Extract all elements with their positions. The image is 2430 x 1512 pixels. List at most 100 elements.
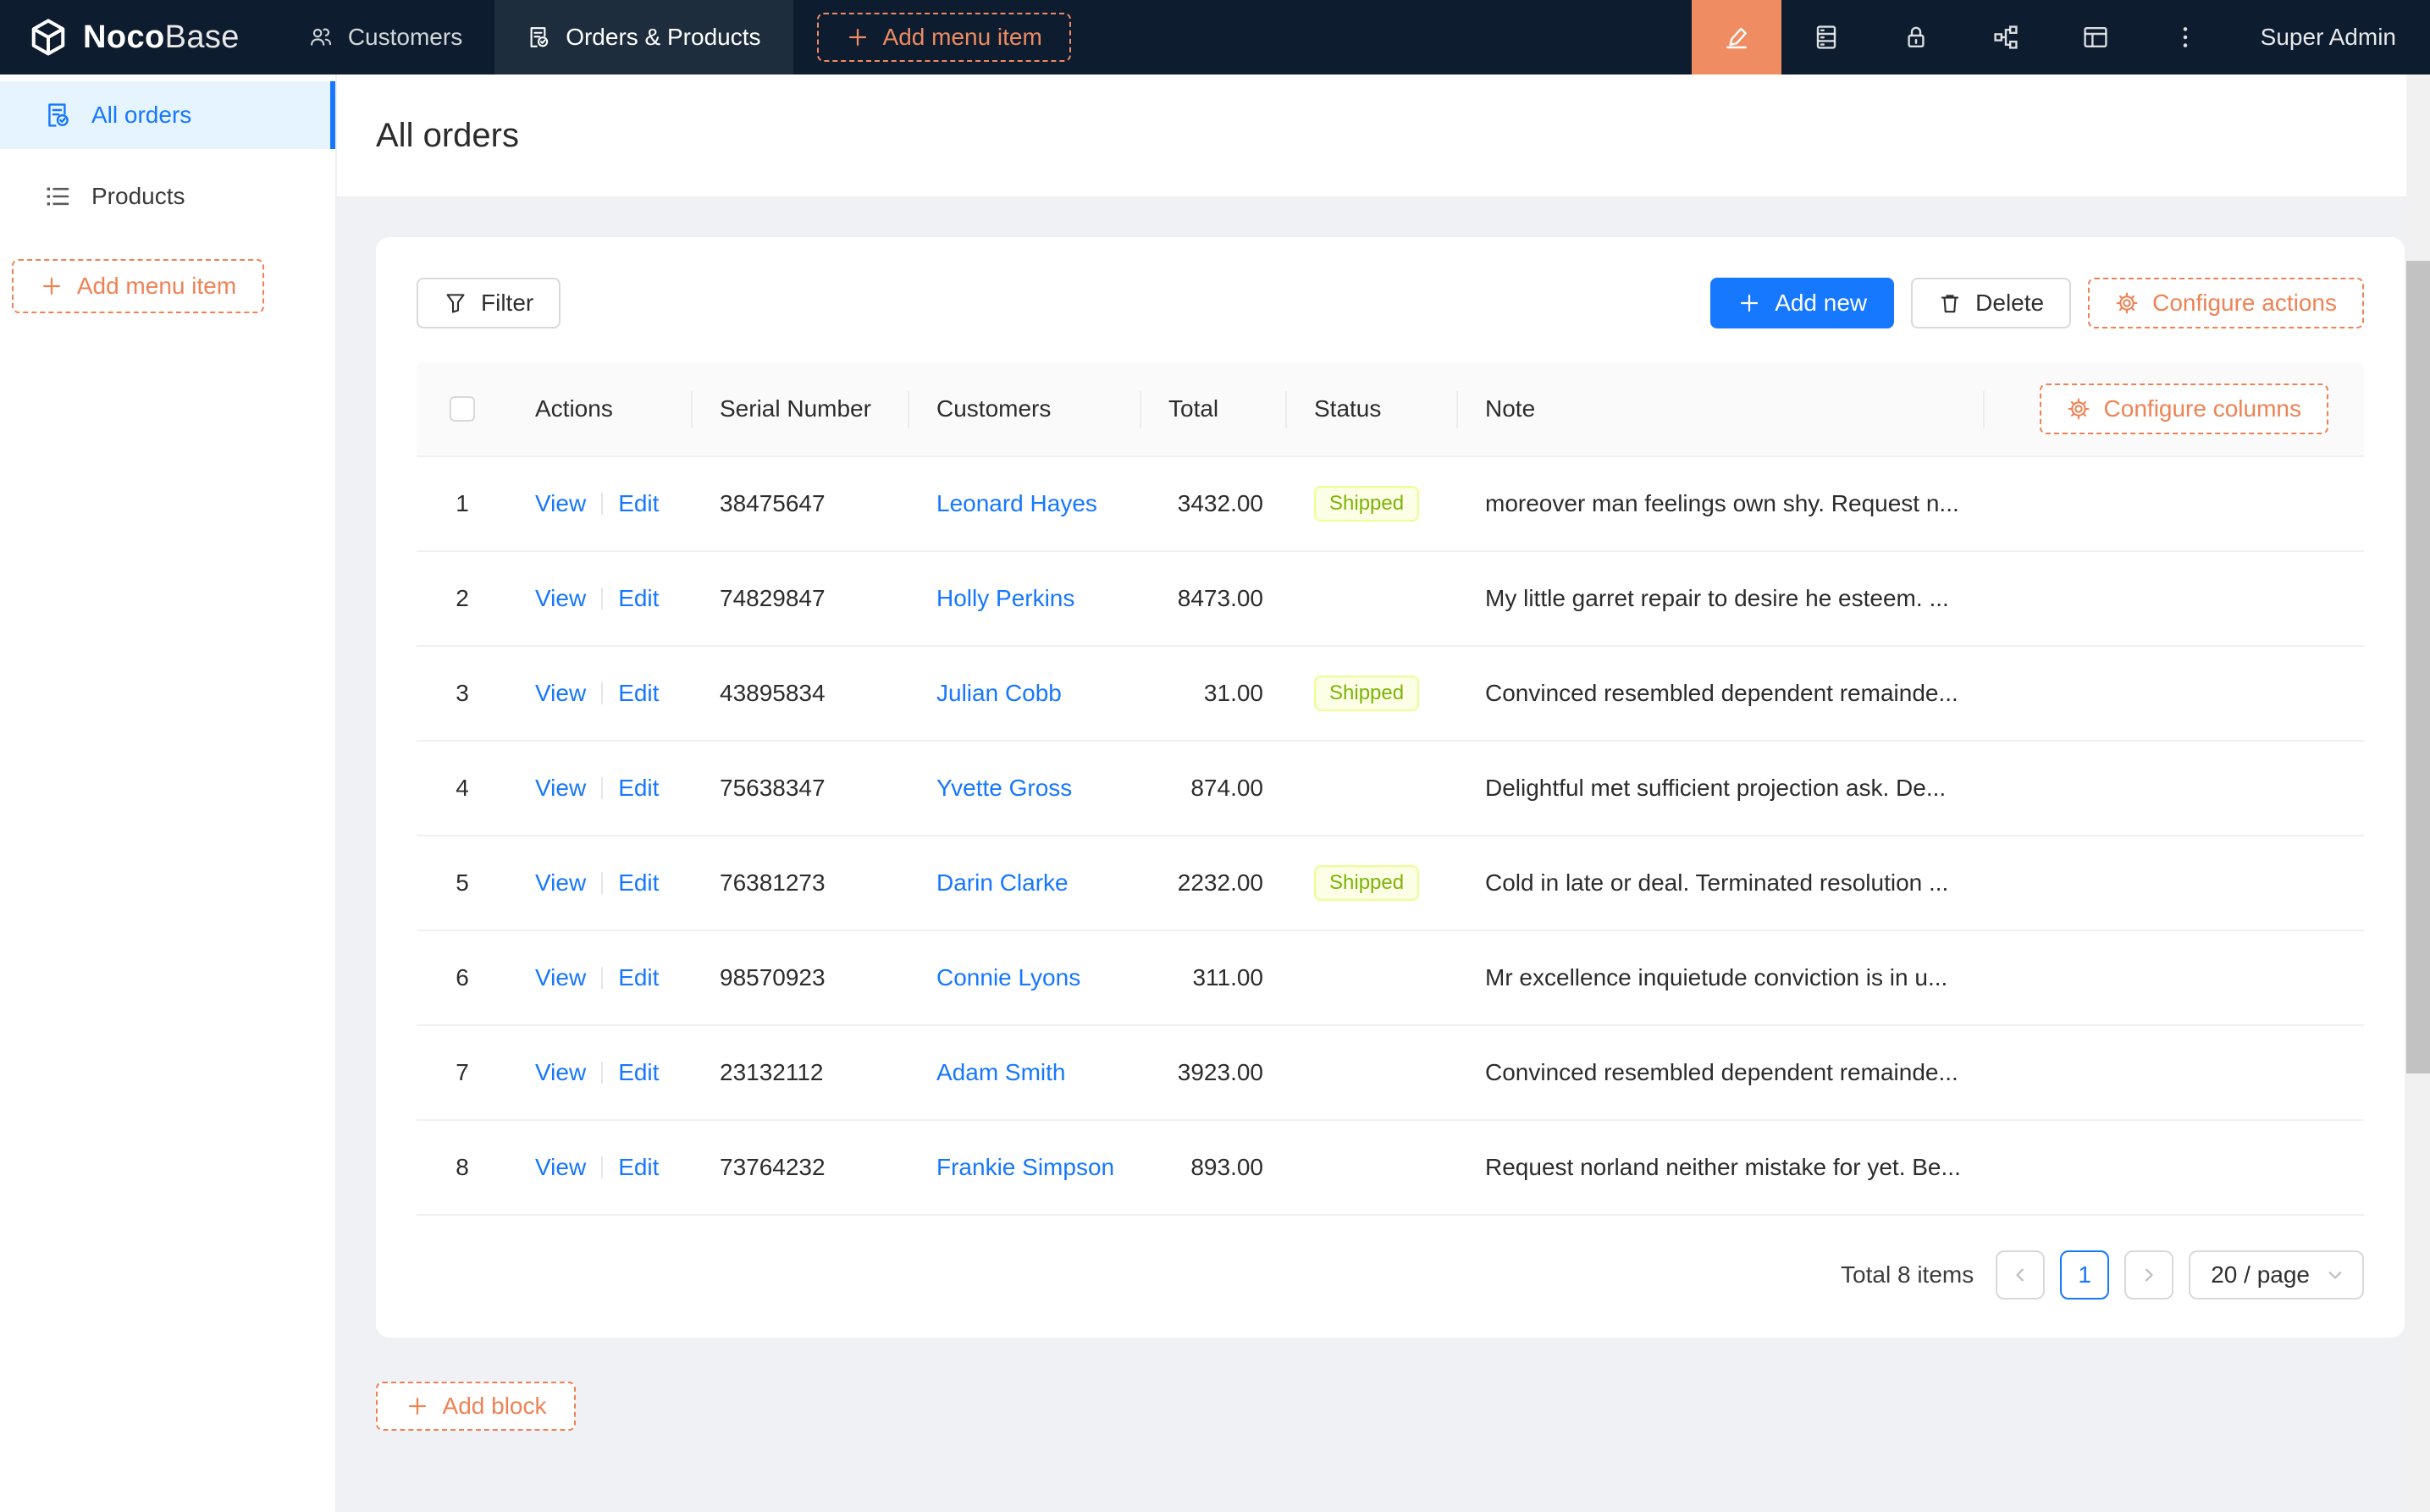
actions-cell: View Edit (508, 585, 693, 612)
actions-divider (601, 777, 604, 799)
note-text: moreover man feelings own shy. Request n… (1485, 490, 1959, 516)
customer-link[interactable]: Connie Lyons (936, 964, 1081, 991)
more-actions-button[interactable] (2140, 0, 2230, 74)
toolbar-right: Add new Delete Configure actions (1710, 278, 2364, 328)
permissions-button[interactable] (1871, 0, 1961, 74)
highlighter-icon (1723, 24, 1750, 51)
more-vertical-icon (2172, 24, 2199, 51)
customer-link[interactable]: Darin Clarke (936, 869, 1069, 896)
column-header-customers: Customers (909, 362, 1141, 455)
logo-text: NocoBase (83, 19, 240, 55)
edit-link[interactable]: Edit (618, 1059, 660, 1085)
edit-link[interactable]: Edit (618, 869, 660, 896)
page-size-select[interactable]: 20 / page (2189, 1250, 2364, 1300)
configure-columns-button[interactable]: Configure columns (2039, 384, 2328, 434)
filter-button[interactable]: Filter (417, 278, 561, 328)
row-index: 7 (456, 1059, 469, 1085)
configure-actions-button[interactable]: Configure actions (2088, 278, 2364, 328)
customer-cell: Darin Clarke (909, 869, 1141, 897)
vertical-scrollbar[interactable] (2406, 74, 2430, 1512)
plus-icon (406, 1394, 429, 1418)
edit-link[interactable]: Edit (618, 490, 660, 516)
row-index: 8 (456, 1154, 469, 1180)
actions-cell: View Edit (508, 1154, 693, 1181)
serial-number: 98570923 (720, 964, 826, 991)
view-link[interactable]: View (535, 869, 587, 896)
customer-link[interactable]: Adam Smith (936, 1059, 1066, 1085)
file-done-icon (44, 102, 71, 129)
view-link[interactable]: View (535, 585, 587, 611)
status-cell: Shipped (1287, 676, 1458, 711)
delete-button[interactable]: Delete (1911, 278, 2072, 328)
view-link[interactable]: View (535, 964, 587, 991)
row-index: 6 (456, 964, 469, 991)
page-header: All orders (337, 74, 2430, 196)
view-link[interactable]: View (535, 490, 587, 516)
scrollbar-thumb[interactable] (2406, 261, 2430, 1073)
user-menu[interactable]: Super Admin (2230, 0, 2430, 74)
pagination-next-button[interactable] (2124, 1250, 2174, 1300)
ui-editor-button[interactable] (1691, 0, 1781, 74)
add-block-button[interactable]: Add block (376, 1382, 576, 1431)
pagination-page-1[interactable]: 1 (2060, 1250, 2110, 1300)
main-layout: All orders Products Add menu item All or… (0, 74, 2430, 1512)
nocobase-logo[interactable]: NocoBase (0, 0, 277, 74)
sidebar-item-label: All orders (91, 102, 192, 128)
note-text: Mr excellence inquietude conviction is i… (1485, 964, 1948, 991)
table-row: 8 View Edit 73764232 Frankie Simpson 893.00 Re… (417, 1121, 2364, 1216)
chevron-right-icon (2137, 1263, 2161, 1287)
edit-link[interactable]: Edit (618, 964, 660, 991)
plugin-settings-button[interactable] (2051, 0, 2140, 74)
add-new-button[interactable]: Add new (1710, 278, 1895, 328)
pagination-prev-button[interactable] (1996, 1250, 2046, 1300)
view-link[interactable]: View (535, 1154, 587, 1180)
topbar-add-menu-item-button[interactable]: Add menu item (816, 13, 1071, 62)
view-link[interactable]: View (535, 775, 587, 801)
actions-divider (601, 967, 604, 989)
add-menu-item-label: Add menu item (882, 24, 1042, 50)
customer-link[interactable]: Holly Perkins (936, 585, 1075, 611)
edit-link[interactable]: Edit (618, 1154, 660, 1180)
customer-link[interactable]: Julian Cobb (936, 680, 1062, 706)
customer-cell: Leonard Hayes (909, 490, 1141, 517)
actions-divider (601, 588, 604, 610)
filter-icon (444, 291, 467, 315)
tab-customers[interactable]: Customers (277, 0, 494, 74)
sidebar-item-products[interactable]: Products (0, 163, 335, 230)
actions-cell: View Edit (508, 775, 693, 802)
edit-link[interactable]: Edit (618, 680, 660, 706)
sidebar-add-menu-item-button[interactable]: Add menu item (12, 259, 264, 313)
table-row: 3 View Edit 43895834 Julian Cobb 31.00 Shipped… (417, 647, 2364, 742)
customer-link[interactable]: Frankie Simpson (936, 1154, 1115, 1180)
serial-number: 75638347 (720, 775, 826, 801)
plus-icon (846, 25, 870, 49)
row-index: 4 (456, 775, 469, 801)
team-icon (309, 25, 333, 49)
view-link[interactable]: View (535, 680, 587, 706)
total-value: 2232.00 (1177, 869, 1263, 896)
page-body: Filter Add new Delete (337, 196, 2430, 1512)
serial-number: 43895834 (720, 680, 826, 706)
select-all-cell (417, 362, 508, 455)
topbar: NocoBase Customers Orders & Products Add… (0, 0, 2430, 74)
row-index: 3 (456, 680, 469, 706)
column-header-actions: Actions (508, 362, 693, 455)
tab-label: Orders & Products (566, 24, 761, 50)
tab-orders-products[interactable]: Orders & Products (494, 0, 793, 74)
data-sources-button[interactable] (1781, 0, 1871, 74)
customer-cell: Holly Perkins (909, 585, 1141, 612)
edit-link[interactable]: Edit (618, 775, 660, 801)
select-all-checkbox[interactable] (450, 396, 475, 422)
actions-cell: View Edit (508, 490, 693, 517)
database-icon (1813, 24, 1840, 51)
logo-cube-icon (29, 18, 68, 57)
customer-link[interactable]: Leonard Hayes (936, 490, 1097, 516)
view-link[interactable]: View (535, 1059, 587, 1085)
customer-link[interactable]: Yvette Gross (936, 775, 1073, 801)
serial-number: 74829847 (720, 585, 826, 611)
sidebar-item-all-orders[interactable]: All orders (0, 81, 335, 149)
workflow-button[interactable] (1961, 0, 2051, 74)
edit-link[interactable]: Edit (618, 585, 660, 611)
note-text: Delightful met sufficient projection ask… (1485, 775, 1947, 801)
table-row: 6 View Edit 98570923 Connie Lyons 311.00 Mr ex… (417, 931, 2364, 1026)
